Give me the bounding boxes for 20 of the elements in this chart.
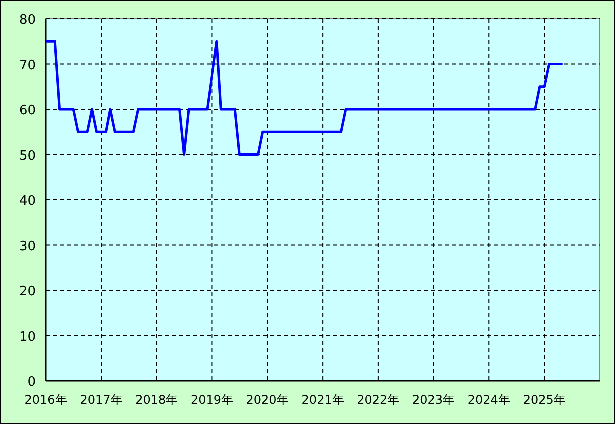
x-tick-label: 2020年 [246, 393, 289, 407]
y-tick-label: 20 [19, 284, 36, 300]
line-series [44, 40, 564, 156]
x-tick-label: 2024年 [468, 393, 510, 407]
x-tick-label: 2021年 [302, 393, 344, 407]
x-tick-label: 2025年 [523, 393, 566, 407]
y-tick-label: 30 [19, 239, 36, 254]
y-tick-label: 50 [19, 148, 36, 164]
y-tick-label: 70 [19, 58, 36, 74]
y-tick-label: 40 [19, 194, 36, 209]
y-tick-label: 80 [19, 13, 36, 28]
x-tick-label: 2023年 [412, 393, 456, 407]
x-tick-label: 2018年 [136, 393, 178, 407]
x-tick-label: 2022年 [357, 393, 400, 407]
x-tick-label: 2016年 [24, 393, 68, 407]
x-tick-label: 2019年 [190, 393, 234, 407]
x-tick-label: 2017年 [80, 393, 123, 407]
y-tick-label: 10 [19, 330, 36, 345]
y-tick-label: 60 [19, 104, 36, 118]
y-tick-label: 0 [28, 375, 36, 390]
